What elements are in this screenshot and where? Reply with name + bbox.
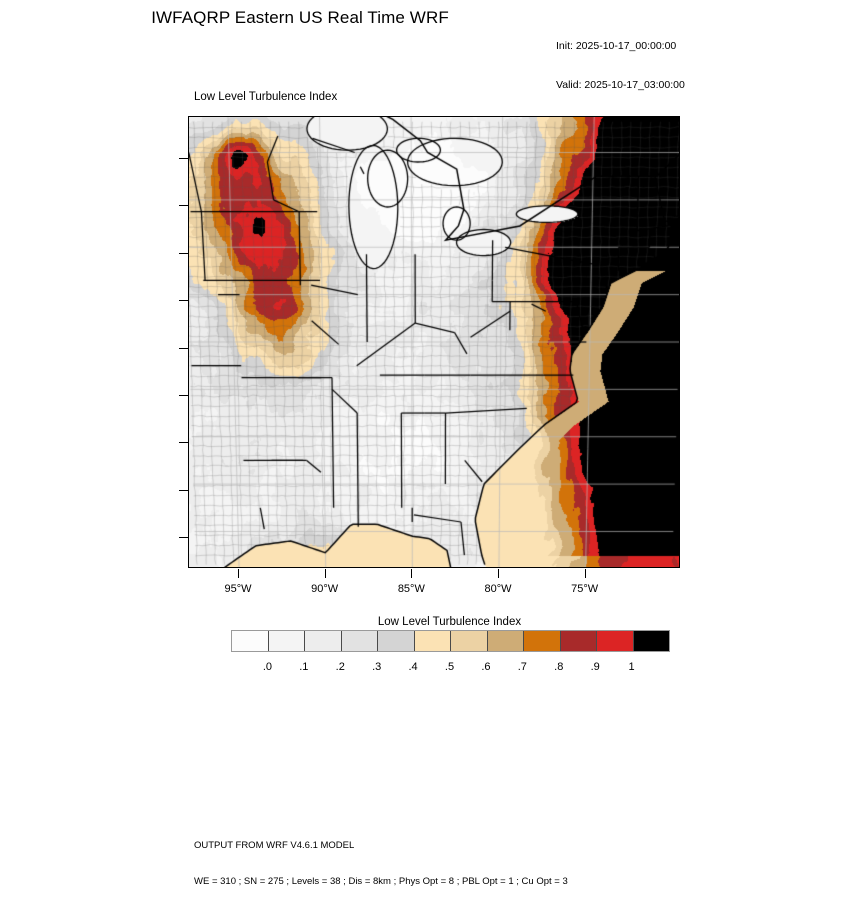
latitude-tick-mark (179, 300, 188, 302)
map-field-canvas (189, 117, 679, 567)
colorbar-tick-label: .6 (481, 661, 491, 673)
colorbar-cell (305, 631, 342, 651)
latitude-tick-mark (179, 442, 188, 444)
colorbar-cell (232, 631, 269, 651)
init-time-label: Init: 2025-10-17_00:00:00 (556, 40, 677, 52)
valid-time-label: Valid: 2025-10-17_03:00:00 (556, 79, 685, 91)
colorbar-tick-label: .7 (517, 661, 527, 673)
longitude-tick-label: 95°W (224, 583, 252, 595)
longitude-tick-label: 75°W (571, 583, 599, 595)
colorbar-cell (597, 631, 634, 651)
footer-line-2: WE = 310 ; SN = 275 ; Levels = 38 ; Dis … (194, 876, 568, 887)
panel-title: Low Level Turbulence Index (194, 91, 338, 103)
colorbar (231, 630, 670, 652)
colorbar-cell (378, 631, 415, 651)
colorbar-tick-label: .5 (444, 661, 455, 673)
colorbar-cell (268, 631, 305, 651)
colorbar-cell (633, 631, 669, 651)
colorbar-tick-label: .1 (299, 661, 309, 673)
colorbar-cell (487, 631, 524, 651)
colorbar-tick-label: .0 (262, 661, 272, 673)
colorbar-tick-label: .9 (590, 661, 600, 673)
colorbar-cell (341, 631, 378, 651)
latitude-tick-mark (179, 158, 188, 160)
latitude-tick-mark (179, 252, 188, 254)
page-title: IWFAQRP Eastern US Real Time WRF (151, 8, 449, 27)
latitude-tick-mark (179, 347, 188, 349)
longitude-tick-label: 80°W (484, 583, 512, 595)
latitude-axis: 30°N32°N34°N36°N38°N40°N42°N44°N46°N (0, 0, 182, 850)
colorbar-tick-label: .8 (554, 661, 564, 673)
longitude-tick-mark (324, 569, 326, 578)
longitude-tick-mark (411, 569, 413, 578)
colorbar-cell (524, 631, 561, 651)
latitude-tick-mark (179, 205, 188, 207)
latitude-tick-mark (179, 489, 188, 491)
colorbar-tick-label: .4 (408, 661, 418, 673)
longitude-tick-label: 90°W (311, 583, 339, 595)
colorbar-title: Low Level Turbulence Index (377, 616, 522, 628)
colorbar-cell (560, 631, 597, 651)
colorbar-tick-label: 1 (628, 661, 635, 673)
longitude-tick-mark (497, 569, 499, 578)
footer-line-1: OUTPUT FROM WRF V4.6.1 MODEL (194, 840, 355, 851)
colorbar-tick-label: .2 (335, 661, 345, 673)
latitude-tick-mark (179, 536, 188, 538)
model-footer: OUTPUT FROM WRF V4.6.1 MODEL WE = 310 ; … (194, 816, 568, 900)
longitude-tick-label: 85°W (397, 583, 425, 595)
model-run-info: Init: 2025-10-17_00:00:00 Valid: 2025-10… (556, 14, 685, 105)
colorbar-cell (451, 631, 488, 651)
map-plot-area (188, 116, 680, 568)
colorbar-tick-label: .3 (372, 661, 382, 673)
latitude-tick-mark (179, 394, 188, 396)
longitude-tick-mark (238, 569, 240, 578)
longitude-tick-mark (584, 569, 586, 578)
colorbar-cell (414, 631, 451, 651)
